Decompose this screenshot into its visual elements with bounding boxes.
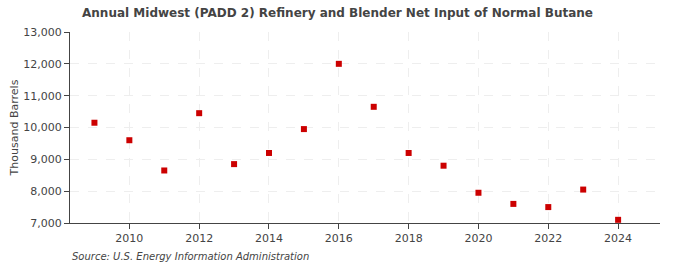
- svg-text:2016: 2016: [325, 232, 353, 245]
- svg-text:2024: 2024: [604, 232, 632, 245]
- svg-text:12,000: 12,000: [23, 58, 62, 71]
- svg-text:Source: U.S. Energy Informatio: Source: U.S. Energy Information Administ…: [72, 251, 309, 262]
- svg-text:Annual Midwest (PADD 2) Refine: Annual Midwest (PADD 2) Refinery and Ble…: [82, 6, 593, 20]
- svg-text:2022: 2022: [534, 232, 562, 245]
- svg-text:2010: 2010: [115, 232, 143, 245]
- svg-text:8,000: 8,000: [30, 185, 62, 198]
- svg-text:10,000: 10,000: [23, 121, 62, 134]
- svg-text:11,000: 11,000: [23, 90, 62, 103]
- svg-text:Thousand Barrels: Thousand Barrels: [8, 79, 21, 176]
- svg-text:7,000: 7,000: [30, 217, 62, 230]
- svg-text:9,000: 9,000: [30, 153, 62, 166]
- svg-text:2014: 2014: [255, 232, 283, 245]
- svg-text:2020: 2020: [464, 232, 492, 245]
- svg-text:2012: 2012: [185, 232, 213, 245]
- svg-text:2018: 2018: [395, 232, 423, 245]
- svg-text:13,000: 13,000: [23, 26, 62, 39]
